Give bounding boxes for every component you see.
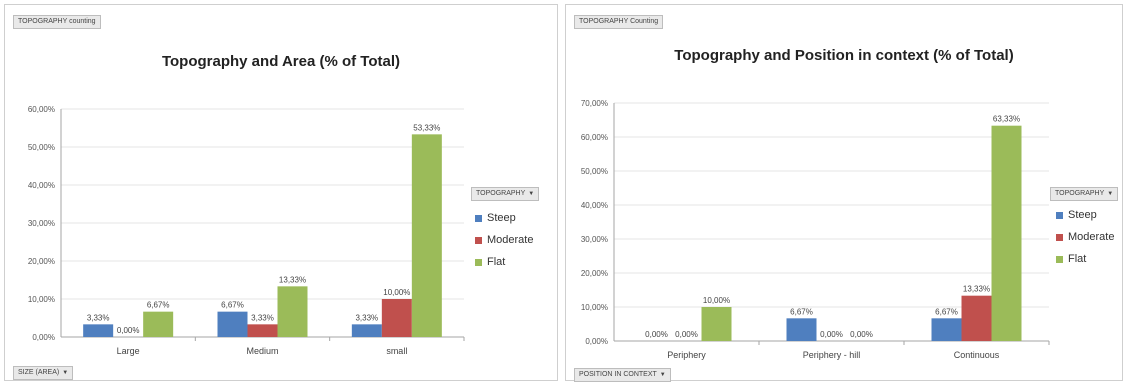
data-label: 6,67% [147,301,170,310]
data-label: 63,33% [993,115,1020,124]
bar-flat [701,307,732,341]
y-tick-label: 30,00% [581,235,608,244]
y-tick-label: 10,00% [28,295,55,304]
legend-swatch-flat [475,258,482,266]
chevron-down-icon: ▼ [659,372,666,378]
legend-swatch-moderate [1056,233,1063,241]
bar-steep [83,324,114,337]
field-button-topography-counting[interactable]: TOPOGRAPHY counting [13,15,101,29]
chart-panel-position: TOPOGRAPHY Counting Topography and Posit… [565,4,1123,382]
bar-chart-position: 0,00% 10,00% 20,00% 30,00% 40,00% 50,00% 60,00… [581,99,1050,360]
data-label: 6,67% [935,307,958,316]
data-label: 0,00% [675,330,698,339]
x-tick-label: Medium [246,346,278,356]
legend-item-steep: Steep [1056,207,1114,223]
data-label: 3,33% [251,313,274,322]
axis-field-button-size[interactable]: SIZE (AREA) ▼ [13,366,74,380]
data-label: 0,00% [850,330,873,339]
legend-filter-button[interactable]: TOPOGRAPHY ▼ [1050,187,1119,201]
chart-panel-area: TOPOGRAPHY counting Topography and Area … [4,4,558,381]
legend-swatch-flat [1056,255,1063,263]
data-label: 0,00% [645,330,668,339]
field-button-topography-counting[interactable]: TOPOGRAPHY Counting [574,15,664,29]
y-tick-label: 0,00% [32,333,55,342]
axis-field-button-position[interactable]: POSITION IN CONTEXT ▼ [574,368,671,382]
y-tick-label: 40,00% [28,181,55,190]
data-label: 6,67% [790,307,813,316]
y-tick-label: 50,00% [581,167,608,176]
x-tick-label: Continuous [954,350,1000,360]
legend-label: Moderate [487,234,534,246]
bar-moderate [381,299,412,337]
legend-item-flat: Flat [475,254,533,270]
x-tick-label: small [386,346,407,356]
axis-field-label: SIZE (AREA) [18,369,60,376]
bar-flat [411,134,442,337]
bar-moderate [961,295,992,341]
chevron-down-icon: ▼ [528,191,535,197]
data-label: 0,00% [820,330,843,339]
legend: Steep Moderate Flat [1056,207,1114,273]
data-label: 3,33% [355,313,378,322]
legend-swatch-steep [475,214,482,222]
data-label: 10,00% [383,288,410,297]
legend-filter-label: TOPOGRAPHY [476,190,526,197]
bar-flat [143,311,174,337]
legend-item-moderate: Moderate [475,232,533,248]
legend-swatch-steep [1056,211,1063,219]
bar-flat [991,125,1022,341]
legend-label: Steep [1068,209,1097,221]
legend-filter-button[interactable]: TOPOGRAPHY ▼ [471,187,540,201]
bar-flat [277,286,308,337]
y-tick-label: 0,00% [585,337,608,346]
bar-steep [351,324,382,337]
chart-title: Topography and Position in context (% of… [674,47,1014,64]
legend-label: Steep [487,212,516,224]
y-tick-label: 60,00% [581,133,608,142]
data-label: 6,67% [221,301,244,310]
legend-item-flat: Flat [1056,251,1114,267]
chevron-down-icon: ▼ [62,370,69,376]
y-tick-label: 70,00% [581,99,608,108]
y-tick-label: 50,00% [28,143,55,152]
legend-label: Flat [487,256,506,268]
legend-filter-label: TOPOGRAPHY [1055,190,1105,197]
chevron-down-icon: ▼ [1107,191,1114,197]
chart-title: Topography and Area (% of Total) [161,53,401,70]
bar-steep [217,311,248,337]
legend-label: Moderate [1068,231,1115,243]
data-label: 53,33% [413,123,440,132]
bar-moderate [247,324,278,337]
legend-item-moderate: Moderate [1056,229,1114,245]
data-label: 0,00% [117,326,140,335]
y-tick-label: 40,00% [581,201,608,210]
legend-label: Flat [1068,253,1087,265]
y-tick-label: 30,00% [28,219,55,228]
data-label: 10,00% [703,296,730,305]
bar-steep [786,318,817,341]
axis-field-label: POSITION IN CONTEXT [579,371,657,378]
y-tick-label: 10,00% [581,303,608,312]
data-label: 3,33% [87,313,110,322]
x-tick-label: Large [117,346,140,356]
x-tick-label: Periphery - hill [803,350,861,360]
y-tick-label: 60,00% [28,105,55,114]
data-label: 13,33% [963,285,990,294]
y-tick-label: 20,00% [28,257,55,266]
legend-item-steep: Steep [475,210,533,226]
x-tick-label: Periphery [667,350,706,360]
y-tick-label: 20,00% [581,269,608,278]
bar-steep [931,318,962,341]
legend-swatch-moderate [475,236,482,244]
data-label: 13,33% [279,275,306,284]
legend: Steep Moderate Flat [475,210,533,276]
bar-chart-area: 0,00% 10,00% 20,00% 30,00% 40,00% 50,00% 60,00… [28,105,465,356]
